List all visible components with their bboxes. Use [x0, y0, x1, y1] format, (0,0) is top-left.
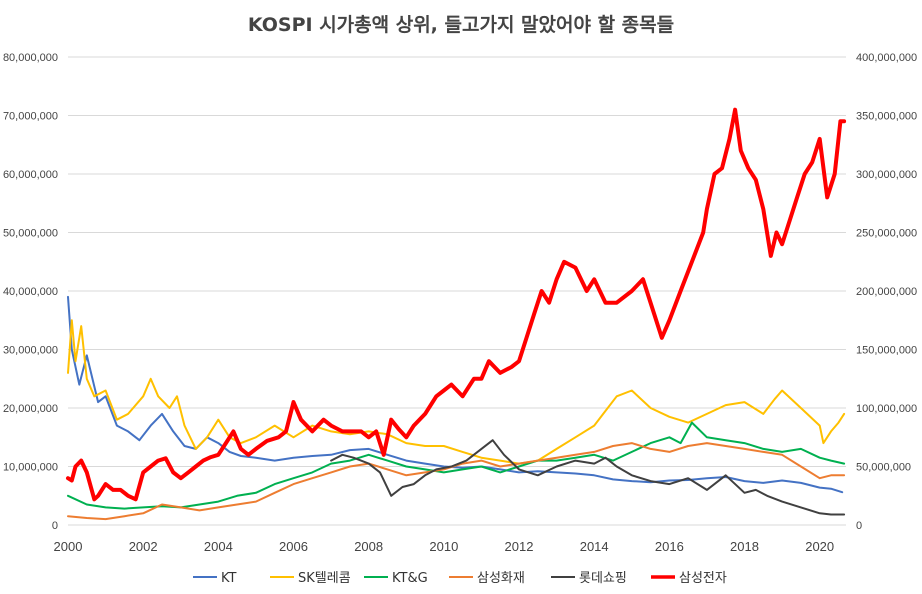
series-line	[67, 319, 846, 465]
right-axis-tick-label: 250,000,000	[856, 228, 917, 240]
x-axis-tick-label: 2010	[429, 539, 458, 554]
left-axis-tick-label: 20,000,000	[3, 403, 58, 415]
left-axis-tick-label: 0	[52, 520, 58, 532]
x-axis-tick-label: 2014	[580, 539, 609, 554]
left-axis-tick-label: 50,000,000	[3, 228, 58, 240]
left-axis-tick-label: 10,000,000	[3, 462, 58, 474]
right-axis-tick-label: 300,000,000	[856, 169, 917, 181]
series-line	[67, 442, 846, 521]
right-axis-tick-label: 100,000,000	[856, 403, 917, 415]
legend-label: 롯데쇼핑	[579, 571, 627, 586]
series-line	[67, 295, 844, 494]
x-axis-tick-label: 2000	[54, 539, 83, 554]
right-axis-tick-label: 150,000,000	[856, 345, 917, 357]
right-axis-tick-label: 200,000,000	[856, 286, 917, 298]
right-axis-tick-label: 350,000,000	[856, 111, 917, 123]
legend-label: KT	[221, 571, 237, 586]
series-line	[67, 421, 846, 510]
x-axis-tick-label: 2008	[354, 539, 383, 554]
left-axis-tick-label: 70,000,000	[3, 111, 58, 123]
left-axis-tick-label: 60,000,000	[3, 169, 58, 181]
x-axis-tick-label: 2016	[655, 539, 684, 554]
right-axis-tick-label: 50,000,000	[856, 462, 911, 474]
legend-label: 삼성전자	[679, 571, 727, 586]
series-line	[66, 107, 847, 502]
series-line	[330, 439, 846, 516]
right-axis-tick-label: 400,000,000	[856, 52, 917, 64]
left-axis-tick-label: 30,000,000	[3, 345, 58, 357]
chart-title: KOSPI 시가총액 상위, 들고가지 말았어야 할 종목들	[247, 14, 675, 36]
legend-label: KT&G	[392, 571, 428, 586]
x-axis-tick-label: 2006	[279, 539, 308, 554]
legend-label: SK텔레콤	[298, 571, 351, 586]
right-axis-tick-label: 0	[856, 520, 862, 532]
x-axis-tick-label: 2002	[129, 539, 158, 554]
x-axis-tick-label: 2012	[505, 539, 534, 554]
x-axis-tick-label: 2020	[805, 539, 834, 554]
x-axis-tick-label: 2004	[204, 539, 233, 554]
left-axis-tick-label: 40,000,000	[3, 286, 58, 298]
left-axis-tick-label: 80,000,000	[3, 52, 58, 64]
x-axis-tick-label: 2018	[730, 539, 759, 554]
legend-label: 삼성화재	[477, 571, 525, 586]
